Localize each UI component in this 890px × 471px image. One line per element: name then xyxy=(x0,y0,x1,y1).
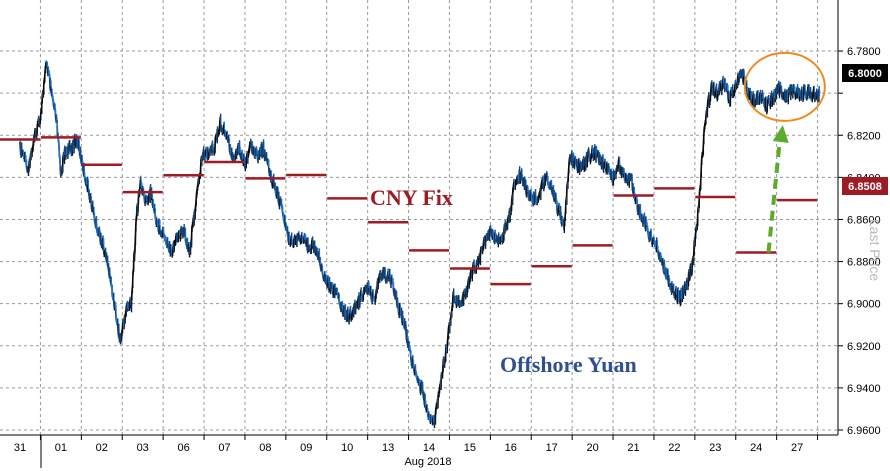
x-tick-label: 16 xyxy=(505,442,517,454)
x-tick-label: 27 xyxy=(791,442,803,454)
x-tick-label: 03 xyxy=(137,442,149,454)
offshore-yuan-line xyxy=(19,62,821,426)
y-tick-label: 6.9600 xyxy=(847,425,881,437)
x-tick-label: 17 xyxy=(546,442,558,454)
x-axis: 31 01 02 03 06 07 08 09 10 13 14 15 16 17 20 21 22 23 24 27 xyxy=(0,434,838,468)
y-tick-label: 6.7800 xyxy=(847,46,881,58)
x-tick-label: 23 xyxy=(709,442,721,454)
last-price-pill xyxy=(842,64,888,82)
x-tick-label: 15 xyxy=(464,442,476,454)
x-tick-label: 09 xyxy=(300,442,312,454)
x-tick-label: 01 xyxy=(55,442,67,454)
annotation-cny-fix: CNY Fix xyxy=(370,185,453,210)
series-cny-fix xyxy=(0,136,818,286)
x-tick-label: 02 xyxy=(96,442,108,454)
y-axis: 6.78006.82006.84006.86006.88006.90006.92… xyxy=(837,0,881,437)
y-tick-label: 6.8200 xyxy=(847,130,881,142)
annotations: CNY Fix Offshore Yuan xyxy=(370,185,637,377)
x-tick-label: 22 xyxy=(668,442,680,454)
markers xyxy=(743,51,826,253)
side-label: Last Price xyxy=(867,219,883,281)
last-price-label: 6.8000 xyxy=(848,68,882,80)
x-tick-label: 31 xyxy=(14,442,26,454)
series-offshore-yuan xyxy=(19,60,821,429)
y-tick-label: 6.9400 xyxy=(847,383,881,395)
x-tick-label: 20 xyxy=(586,442,598,454)
grid xyxy=(0,0,838,435)
price-pills: 6.8000 6.8508 xyxy=(842,64,888,195)
x-tick-label: 06 xyxy=(177,442,189,454)
y-tick-label: 6.8800 xyxy=(847,257,881,269)
y-tick-label: 6.9200 xyxy=(847,341,881,353)
x-tick-label: 24 xyxy=(750,442,762,454)
x-tick-label: 14 xyxy=(423,442,435,454)
x-tick-label: 10 xyxy=(341,442,353,454)
x-tick-label: 13 xyxy=(382,442,394,454)
x-tick-label: 08 xyxy=(259,442,271,454)
move-arrow-head xyxy=(772,125,789,144)
annotation-offshore-yuan: Offshore Yuan xyxy=(500,352,637,377)
move-arrow xyxy=(766,130,783,253)
x-axis-title: Aug 2018 xyxy=(404,456,451,468)
fix-price-label: 6.8508 xyxy=(848,181,882,193)
fix-price-pill xyxy=(842,177,888,195)
x-tick-label: 07 xyxy=(218,442,230,454)
y-tick-label: 6.8600 xyxy=(847,214,881,226)
x-tick-label: 21 xyxy=(627,442,639,454)
y-tick-label: 6.9000 xyxy=(847,299,881,311)
highlight-circle xyxy=(743,51,826,122)
